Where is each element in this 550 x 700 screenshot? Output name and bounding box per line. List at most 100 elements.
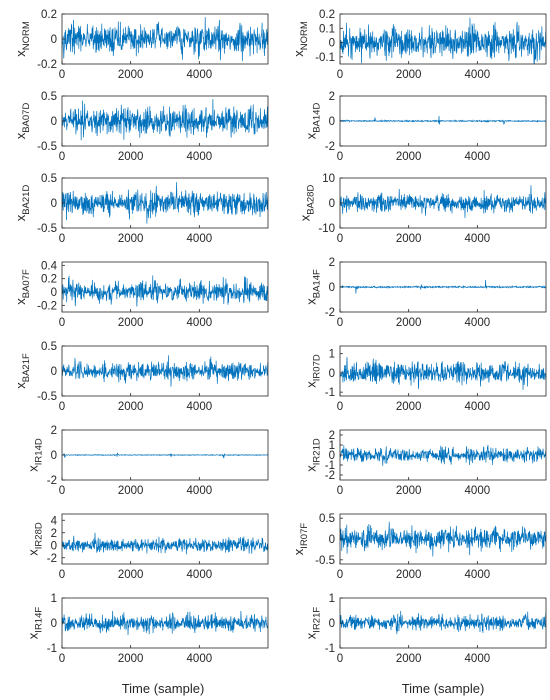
- signal-line: [340, 444, 546, 466]
- y-axis-label: xBA14F: [304, 269, 323, 305]
- signal-line: [340, 185, 546, 218]
- signal-line: [340, 280, 546, 294]
- y-axis-label-main: x: [304, 381, 319, 388]
- axes-frame: [339, 13, 547, 65]
- y-axis-label-main: x: [304, 298, 319, 305]
- y-tick-label: -1: [325, 387, 335, 399]
- y-axis-label: xIR21F: [304, 607, 323, 640]
- x-tick-label: 0: [59, 151, 65, 163]
- y-axis-label-subscript: IR28D: [34, 522, 45, 549]
- y-tick-label: 0: [51, 618, 57, 630]
- y-axis-label-main: x: [13, 382, 28, 389]
- x-tick-label: 4000: [465, 653, 491, 665]
- x-tick-label: 2000: [396, 653, 422, 665]
- x-tick-label: 0: [59, 233, 65, 245]
- y-axis-label: xBA07F: [13, 269, 32, 305]
- y-tick-label: 0: [329, 38, 335, 50]
- y-axis-label: xBA07D: [13, 103, 32, 140]
- x-tick-label: 0: [59, 653, 65, 665]
- x-tick-label: 4000: [465, 401, 491, 413]
- y-tick-label: -2: [325, 141, 335, 153]
- y-axis-label: xBA21D: [13, 185, 32, 222]
- y-tick-label: 0.5: [41, 173, 57, 185]
- y-axis-label-subscript: BA14D: [312, 103, 323, 133]
- signal-line: [62, 532, 268, 555]
- y-tick-label: 2: [329, 430, 335, 442]
- axes-frame: [61, 513, 269, 565]
- y-tick-label: 0.2: [41, 274, 57, 286]
- y-axis-label-subscript: NORM: [299, 21, 310, 50]
- y-axis-label-subscript: IR21D: [312, 438, 323, 465]
- y-tick-label: 0: [329, 116, 335, 128]
- y-tick-label: 0: [51, 287, 57, 299]
- x-tick-label: 2000: [396, 401, 422, 413]
- x-tick-label: 0: [337, 233, 343, 245]
- y-axis-label-main: x: [26, 549, 41, 556]
- y-axis-label-main: x: [304, 465, 319, 472]
- y-axis-label-subscript: BA14F: [312, 269, 323, 298]
- x-tick-label: 4000: [187, 653, 213, 665]
- y-axis-label-subscript: BA21D: [21, 185, 32, 215]
- y-tick-label: 0: [51, 366, 57, 378]
- x-tick-label: 4000: [187, 401, 213, 413]
- y-tick-label: -10: [318, 223, 335, 235]
- x-tick-label: 4000: [465, 69, 491, 81]
- axes-frame: [339, 345, 547, 397]
- y-tick-label: 0: [51, 116, 57, 128]
- y-axis-label-subscript: BA07F: [21, 269, 32, 298]
- y-axis-label-subscript: BA21F: [21, 353, 32, 382]
- signal-line: [62, 355, 268, 387]
- y-tick-label: 1: [329, 440, 335, 452]
- y-axis-label-subscript: IR21F: [312, 607, 323, 633]
- axes-frame: [61, 261, 269, 313]
- x-tick-label: 4000: [187, 69, 213, 81]
- x-tick-label: 4000: [465, 569, 491, 581]
- signal-line: [340, 17, 546, 64]
- y-tick-label: 0.5: [319, 513, 335, 525]
- x-tick-label: 0: [337, 485, 343, 497]
- y-axis-label-main: x: [26, 465, 41, 472]
- x-tick-label: 2000: [118, 653, 144, 665]
- y-tick-label: -2: [47, 475, 57, 487]
- y-axis-label-subscript: IR07F: [299, 523, 310, 549]
- y-tick-label: -0.2: [37, 59, 57, 71]
- x-tick-label: 2000: [118, 317, 144, 329]
- y-tick-label: -1: [325, 643, 335, 655]
- y-tick-label: 0: [51, 540, 57, 552]
- y-axis-label: xBA21F: [13, 353, 32, 389]
- y-axis-label: xIR07D: [304, 354, 323, 388]
- signal-line: [340, 610, 546, 635]
- y-axis-label-main: x: [304, 632, 319, 639]
- y-axis-label-subscript: IR14F: [34, 607, 45, 633]
- x-tick-label: 0: [59, 401, 65, 413]
- x-tick-label: 2000: [396, 233, 422, 245]
- y-tick-label: -2: [47, 553, 57, 565]
- y-tick-label: 0.1: [319, 23, 335, 35]
- x-tick-label: 4000: [187, 485, 213, 497]
- y-axis-label-subscript: NORM: [21, 21, 32, 50]
- x-tick-label: 2000: [396, 151, 422, 163]
- signal-line: [340, 521, 546, 557]
- x-tick-label: 2000: [396, 317, 422, 329]
- x-tick-label: 4000: [465, 233, 491, 245]
- x-tick-label: 4000: [465, 151, 491, 163]
- x-tick-label: 0: [59, 569, 65, 581]
- x-tick-label: 4000: [465, 317, 491, 329]
- y-axis-label-main: x: [297, 214, 312, 221]
- y-axis-label-main: x: [26, 632, 41, 639]
- y-axis-label-main: x: [291, 50, 306, 57]
- y-axis-label: xNORM: [13, 21, 32, 57]
- signal-line: [62, 610, 268, 636]
- x-tick-label: 4000: [465, 485, 491, 497]
- y-tick-label: -0.5: [37, 141, 57, 153]
- y-axis-label: xNORM: [291, 21, 310, 57]
- y-axis-label: xBA14D: [304, 103, 323, 140]
